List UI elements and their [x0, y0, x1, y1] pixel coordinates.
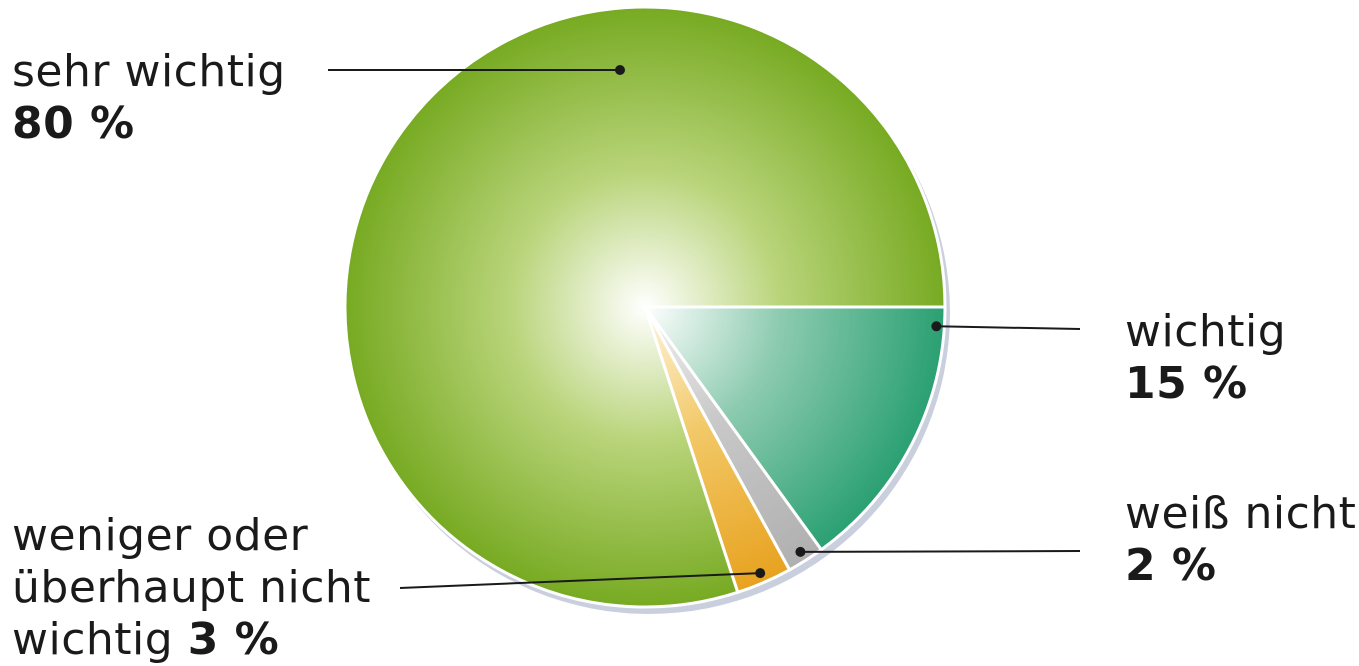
label-wichtig-value: 15 %	[1125, 358, 1248, 409]
label-weniger-line-1: weniger oder	[12, 510, 309, 561]
label-weniger-wichtig: weniger oder überhaupt nicht wichtig 3 %	[12, 510, 371, 666]
label-sehr-wichtig: sehr wichtig 80 %	[12, 46, 286, 150]
leader-wichtig-dot	[931, 321, 942, 332]
label-sehr-wichtig-value: 80 %	[12, 98, 135, 149]
label-sehr-wichtig-name: sehr wichtig	[12, 46, 286, 97]
label-weniger-line-3: wichtig	[12, 614, 188, 665]
label-weniger-value: 3 %	[187, 614, 280, 665]
slice-wichtig	[643, 305, 947, 552]
label-weniger-line-2: überhaupt nicht	[12, 562, 372, 613]
leader-weniger-wichtig	[399, 572, 761, 589]
label-wichtig-name: wichtig	[1125, 306, 1287, 357]
label-wichtig: wichtig 15 %	[1125, 306, 1286, 410]
leader-wichtig	[936, 325, 1081, 330]
leader-weiss-nicht-dot	[795, 546, 806, 557]
label-weiss-nicht-name: weiß nicht	[1125, 488, 1357, 539]
leader-weiss-nicht	[800, 550, 1081, 553]
slice-sehr-wichtig	[343, 5, 947, 609]
label-weiss-nicht-value: 2 %	[1125, 540, 1217, 591]
leader-sehr-wichtig-dot	[615, 65, 625, 75]
label-weiss-nicht: weiß nicht 2 %	[1125, 488, 1356, 592]
leader-weniger-wichtig-dot	[755, 568, 766, 579]
